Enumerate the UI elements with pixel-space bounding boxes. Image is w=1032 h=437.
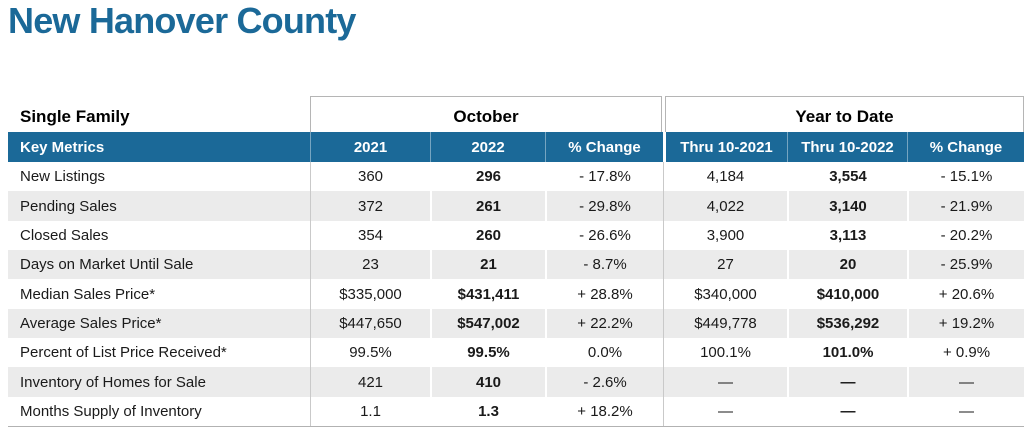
value-oct-change-cell: 0.0% <box>545 338 663 368</box>
table-row: Average Sales Price* $447,650 $547,002 +… <box>8 308 1024 339</box>
table-row: Pending Sales 372 261 - 29.8% 4,022 3,14… <box>8 191 1024 221</box>
value-oct-change-cell: - 29.8% <box>545 191 663 221</box>
value-oct-2022-cell: 21 <box>430 250 545 280</box>
value-oct-2022-cell: 260 <box>430 220 545 251</box>
metric-label-cell: New Listings <box>20 168 106 186</box>
value-ytd-change-cell: + 0.9% <box>907 338 1024 368</box>
value-oct-change-cell: - 17.8% <box>545 162 663 192</box>
value-oct-2022-cell: 99.5% <box>430 338 545 368</box>
value-oct-change-cell: + 18.2% <box>545 396 663 427</box>
value-oct-change-cell: - 2.6% <box>545 367 663 397</box>
table-header-row: Key Metrics 2021 2022 % Change Thru 10-2… <box>8 132 1024 162</box>
value-ytd-change-cell: + 19.2% <box>907 308 1024 339</box>
value-ytd-2021-cell: — <box>663 367 787 397</box>
value-ytd-2022-cell: — <box>787 367 907 397</box>
metric-label-cell: Percent of List Price Received* <box>20 344 227 362</box>
value-oct-2021-cell: 354 <box>310 220 430 251</box>
value-ytd-2022-cell: $410,000 <box>787 279 907 309</box>
table-row: Median Sales Price* $335,000 $431,411 + … <box>8 279 1024 309</box>
value-oct-change-cell: - 8.7% <box>545 250 663 280</box>
value-ytd-2022-cell: $536,292 <box>787 308 907 339</box>
value-oct-2021-cell: 1.1 <box>310 396 430 427</box>
metric-label-cell: Inventory of Homes for Sale <box>20 373 206 391</box>
page-title: New Hanover County <box>8 0 356 41</box>
value-ytd-2022-cell: 20 <box>787 250 907 280</box>
value-ytd-change-cell: - 15.1% <box>907 162 1024 192</box>
table-row: Closed Sales 354 260 - 26.6% 3,900 3,113… <box>8 220 1024 251</box>
value-ytd-2022-cell: 3,140 <box>787 191 907 221</box>
table-row: New Listings 360 296 - 17.8% 4,184 3,554… <box>8 162 1024 192</box>
table-row: Percent of List Price Received* 99.5% 99… <box>8 338 1024 368</box>
header-oct-pct-change: % Change <box>545 132 663 162</box>
metric-label-cell: Average Sales Price* <box>20 314 162 332</box>
value-ytd-2022-cell: 101.0% <box>787 338 907 368</box>
group-header-row: Single Family October Year to Date <box>8 96 1024 132</box>
value-oct-2022-cell: 410 <box>430 367 545 397</box>
header-thru-10-2022: Thru 10-2022 <box>787 132 907 162</box>
metric-label-cell: Median Sales Price* <box>20 285 156 303</box>
value-ytd-change-cell: + 20.6% <box>907 279 1024 309</box>
header-oct-2022: 2022 <box>430 132 545 162</box>
single-family-market-table: Single Family October Year to Date Key M… <box>8 96 1024 428</box>
table-row: Inventory of Homes for Sale 421 410 - 2.… <box>8 367 1024 397</box>
value-ytd-2021-cell: 4,184 <box>663 162 787 192</box>
value-oct-change-cell: + 28.8% <box>545 279 663 309</box>
value-ytd-change-cell: - 25.9% <box>907 250 1024 280</box>
header-oct-2021: 2021 <box>310 132 430 162</box>
value-oct-2021-cell: 421 <box>310 367 430 397</box>
value-ytd-change-cell: - 20.2% <box>907 220 1024 251</box>
table-row: Months Supply of Inventory 1.1 1.3 + 18.… <box>8 396 1024 427</box>
value-ytd-2022-cell: 3,554 <box>787 162 907 192</box>
metric-label-cell: Months Supply of Inventory <box>20 402 202 420</box>
value-oct-2021-cell: 99.5% <box>310 338 430 368</box>
value-ytd-2021-cell: 100.1% <box>663 338 787 368</box>
metric-label-cell: Pending Sales <box>20 197 117 215</box>
value-oct-2021-cell: 23 <box>310 250 430 280</box>
value-oct-2021-cell: 360 <box>310 162 430 192</box>
column-group-year-to-date: Year to Date <box>665 96 1024 132</box>
value-oct-2021-cell: $335,000 <box>310 279 430 309</box>
table-row: Days on Market Until Sale 23 21 - 8.7% 2… <box>8 250 1024 280</box>
header-thru-10-2021: Thru 10-2021 <box>663 132 787 162</box>
value-ytd-2022-cell: 3,113 <box>787 220 907 251</box>
header-key-metrics: Key Metrics <box>20 138 105 156</box>
value-ytd-2021-cell: 27 <box>663 250 787 280</box>
value-ytd-2021-cell: 4,022 <box>663 191 787 221</box>
value-oct-2022-cell: 261 <box>430 191 545 221</box>
header-ytd-pct-change: % Change <box>907 132 1024 162</box>
value-oct-2022-cell: $547,002 <box>430 308 545 339</box>
value-ytd-2021-cell: — <box>663 396 787 427</box>
value-ytd-change-cell: — <box>907 396 1024 427</box>
column-group-october: October <box>310 96 662 132</box>
value-oct-change-cell: - 26.6% <box>545 220 663 251</box>
value-ytd-change-cell: - 21.9% <box>907 191 1024 221</box>
value-ytd-change-cell: — <box>907 367 1024 397</box>
value-oct-2022-cell: 296 <box>430 162 545 192</box>
value-ytd-2021-cell: $340,000 <box>663 279 787 309</box>
metric-label-cell: Days on Market Until Sale <box>20 256 194 274</box>
value-ytd-2021-cell: $449,778 <box>663 308 787 339</box>
metric-label-cell: Closed Sales <box>20 226 109 244</box>
value-oct-2021-cell: $447,650 <box>310 308 430 339</box>
value-ytd-2021-cell: 3,900 <box>663 220 787 251</box>
value-oct-2021-cell: 372 <box>310 191 430 221</box>
value-oct-2022-cell: 1.3 <box>430 396 545 427</box>
value-oct-change-cell: + 22.2% <box>545 308 663 339</box>
value-ytd-2022-cell: — <box>787 396 907 427</box>
section-label: Single Family <box>20 107 130 126</box>
table-body: New Listings 360 296 - 17.8% 4,184 3,554… <box>8 162 1024 427</box>
value-oct-2022-cell: $431,411 <box>430 279 545 309</box>
